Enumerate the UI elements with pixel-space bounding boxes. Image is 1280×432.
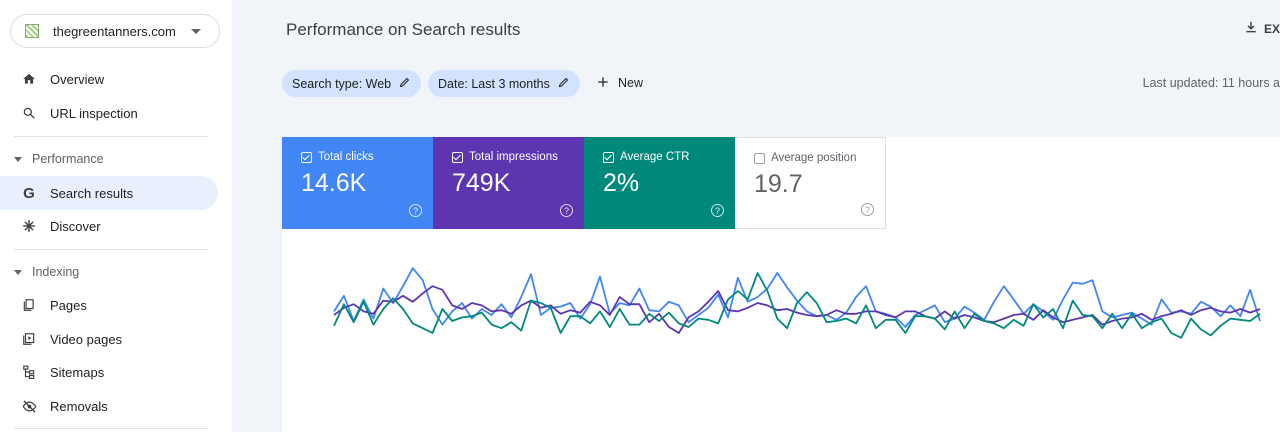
chevron-down-icon <box>191 28 201 34</box>
caret-down-icon <box>14 156 22 162</box>
new-label: New <box>618 76 644 90</box>
pencil-icon <box>399 76 411 91</box>
metric-card-clicks[interactable]: Total clicks 14.6K ? <box>282 137 433 229</box>
checkbox-checked-icon[interactable] <box>452 151 463 163</box>
series-line-0 <box>333 267 1261 328</box>
metric-value: 2% <box>603 169 640 197</box>
sidebar-item-label: URL inspection <box>50 105 138 121</box>
sidebar-item-url-inspection[interactable]: URL inspection <box>0 96 218 130</box>
section-indexing[interactable]: Indexing <box>0 260 210 284</box>
sidebar: thegreentanners.com Overview URL inspect… <box>0 0 232 432</box>
metric-value: 14.6K <box>301 169 367 197</box>
metric-value: 19.7 <box>754 170 803 198</box>
video-pages-icon <box>20 330 38 348</box>
export-label: EX <box>1263 21 1280 36</box>
performance-chart[interactable] <box>282 229 1280 432</box>
sidebar-item-label: Overview <box>50 71 105 87</box>
sidebar-item-search-results[interactable]: G Search results <box>0 176 218 210</box>
page-title: Performance on Search results <box>286 20 521 39</box>
sidebar-divider <box>14 249 208 250</box>
sidebar-item-label: Video pages <box>50 331 123 347</box>
pencil-icon <box>558 76 570 91</box>
filter-chip-date[interactable]: Date: Last 3 months <box>428 70 580 97</box>
plus-icon <box>596 75 610 92</box>
metric-card-impressions[interactable]: Total impressions 749K ? <box>433 137 584 229</box>
filter-chip-search-type[interactable]: Search type: Web <box>282 70 422 97</box>
help-icon[interactable]: ? <box>560 204 573 217</box>
sidebar-item-video-pages[interactable]: Video pages <box>0 322 218 356</box>
metric-label: Average position <box>771 152 857 164</box>
metric-label: Total clicks <box>318 151 374 163</box>
download-icon <box>1244 20 1258 37</box>
help-icon[interactable]: ? <box>861 203 874 216</box>
metric-card-ctr[interactable]: Average CTR 2% ? <box>584 137 735 229</box>
caret-down-icon <box>14 269 22 275</box>
section-label: Indexing <box>32 265 80 279</box>
metric-label: Average CTR <box>620 151 690 163</box>
series-line-2 <box>333 272 1261 339</box>
sidebar-item-overview[interactable]: Overview <box>0 62 218 96</box>
property-selector[interactable]: thegreentanners.com <box>10 14 220 48</box>
pages-icon <box>20 296 38 314</box>
checkbox-unchecked-icon[interactable] <box>754 152 765 164</box>
sidebar-item-label: Search results <box>50 185 134 201</box>
sidebar-item-label: Discover <box>50 218 101 234</box>
eye-off-icon <box>20 397 38 415</box>
section-performance[interactable]: Performance <box>0 147 210 171</box>
sidebar-item-label: Sitemaps <box>50 364 105 380</box>
asterisk-icon <box>20 217 38 235</box>
help-icon[interactable]: ? <box>711 204 724 217</box>
sidebar-divider <box>14 428 208 429</box>
chip-label: Date: Last 3 months <box>438 76 550 91</box>
section-label: Performance <box>32 152 104 166</box>
metric-value: 749K <box>452 169 511 197</box>
sidebar-divider <box>14 136 208 137</box>
property-name: thegreentanners.com <box>53 23 176 39</box>
sidebar-item-label: Removals <box>50 398 108 414</box>
google-g-icon: G <box>23 184 35 202</box>
metric-card-position[interactable]: Average position 19.7 ? <box>735 137 886 229</box>
sidebar-item-sitemaps[interactable]: Sitemaps <box>0 355 218 389</box>
new-filter-button[interactable]: New <box>596 72 643 94</box>
performance-panel: Total clicks 14.6K ? Total impressions 7… <box>282 137 1280 432</box>
site-favicon-icon <box>25 24 39 38</box>
checkbox-checked-icon[interactable] <box>301 151 312 163</box>
sidebar-item-pages[interactable]: Pages <box>0 288 218 322</box>
sitemap-icon <box>20 363 38 381</box>
home-icon <box>20 70 38 88</box>
sidebar-item-label: Pages <box>50 297 87 313</box>
search-icon <box>20 104 38 122</box>
checkbox-checked-icon[interactable] <box>603 151 614 163</box>
sidebar-item-discover[interactable]: Discover <box>0 209 218 243</box>
help-icon[interactable]: ? <box>409 204 422 217</box>
last-updated-text: Last updated: 11 hours a <box>1142 76 1280 90</box>
export-button[interactable]: EX <box>1244 20 1280 37</box>
main-content: Performance on Search results EX Search … <box>232 0 1280 432</box>
chip-label: Search type: Web <box>292 76 392 91</box>
sidebar-item-removals[interactable]: Removals <box>0 389 218 423</box>
metric-label: Total impressions <box>469 151 558 163</box>
